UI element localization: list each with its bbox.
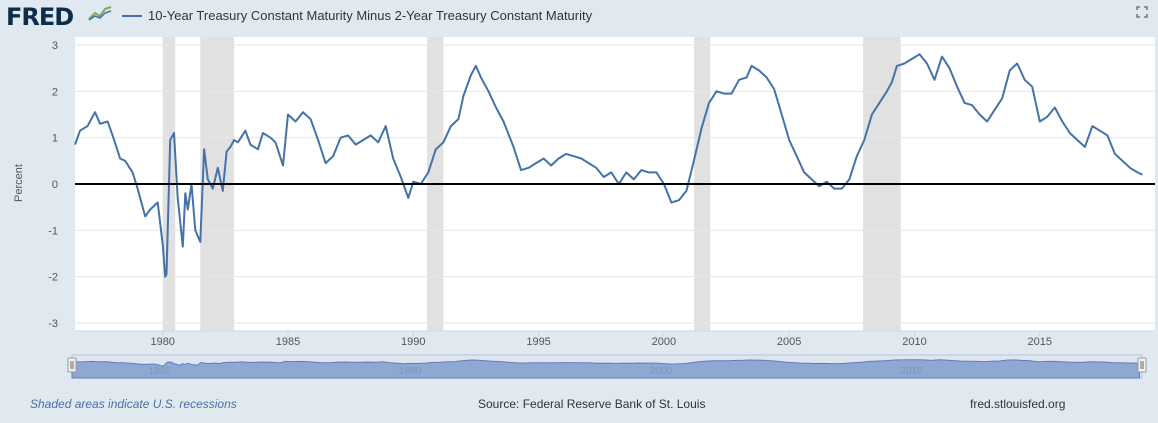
navigator-handle-right[interactable] xyxy=(1137,357,1147,373)
fullscreen-icon[interactable] xyxy=(1136,6,1148,18)
y-tick-label: -2 xyxy=(48,272,58,284)
y-tick-label: 3 xyxy=(52,40,58,52)
source-text: Source: Federal Reserve Bank of St. Loui… xyxy=(478,397,706,411)
y-tick-label: 0 xyxy=(52,179,58,191)
line-chart: Percent -3 -2 -1 0 1 2 3 1980 1985 1990 1995 2000 20… xyxy=(13,37,1155,379)
x-tick-label: 1990 xyxy=(401,336,425,348)
y-tick-label: -3 xyxy=(48,318,58,330)
legend-swatch xyxy=(122,14,142,17)
range-navigator[interactable]: 1980 1990 2000 2010 xyxy=(67,354,1147,379)
x-tick-label: 1995 xyxy=(526,336,550,348)
chart-legend: 10-Year Treasury Constant Maturity Minus… xyxy=(122,8,592,23)
site-url: fred.stlouisfed.org xyxy=(970,397,1066,411)
x-tick-label: 2005 xyxy=(777,336,801,348)
x-tick-label: 1980 xyxy=(150,336,174,348)
navigator-label: 2000 xyxy=(650,366,673,377)
fred-logo[interactable]: FRED xyxy=(6,3,74,31)
fred-graph-icon xyxy=(88,5,112,21)
x-tick-label: 1985 xyxy=(276,336,300,348)
series-line xyxy=(74,53,1143,278)
navigator-label: 1980 xyxy=(149,366,172,377)
y-tick-label: 2 xyxy=(52,86,58,98)
x-tick-label: 2000 xyxy=(652,336,676,348)
recession-note-link[interactable]: Shaded areas indicate U.S. recessions xyxy=(30,397,237,411)
chart-header: FRED 10-Year Treasury Constant Maturity … xyxy=(0,0,1158,34)
y-axis-label: Percent xyxy=(13,164,25,202)
navigator-label: 1990 xyxy=(399,366,422,377)
x-tick-label: 2015 xyxy=(1028,336,1052,348)
plot-area: -3 -2 -1 0 1 2 3 1980 1985 1990 1995 2000 2005 2010 20… xyxy=(48,37,1155,348)
x-tick-label: 2010 xyxy=(902,336,926,348)
legend-series-label: 10-Year Treasury Constant Maturity Minus… xyxy=(148,8,593,23)
navigator-series-area xyxy=(71,359,1140,379)
y-tick-label: -1 xyxy=(48,225,58,237)
navigator-handle-left[interactable] xyxy=(67,357,77,373)
y-tick-label: 1 xyxy=(52,133,58,145)
navigator-label: 2010 xyxy=(900,366,923,377)
